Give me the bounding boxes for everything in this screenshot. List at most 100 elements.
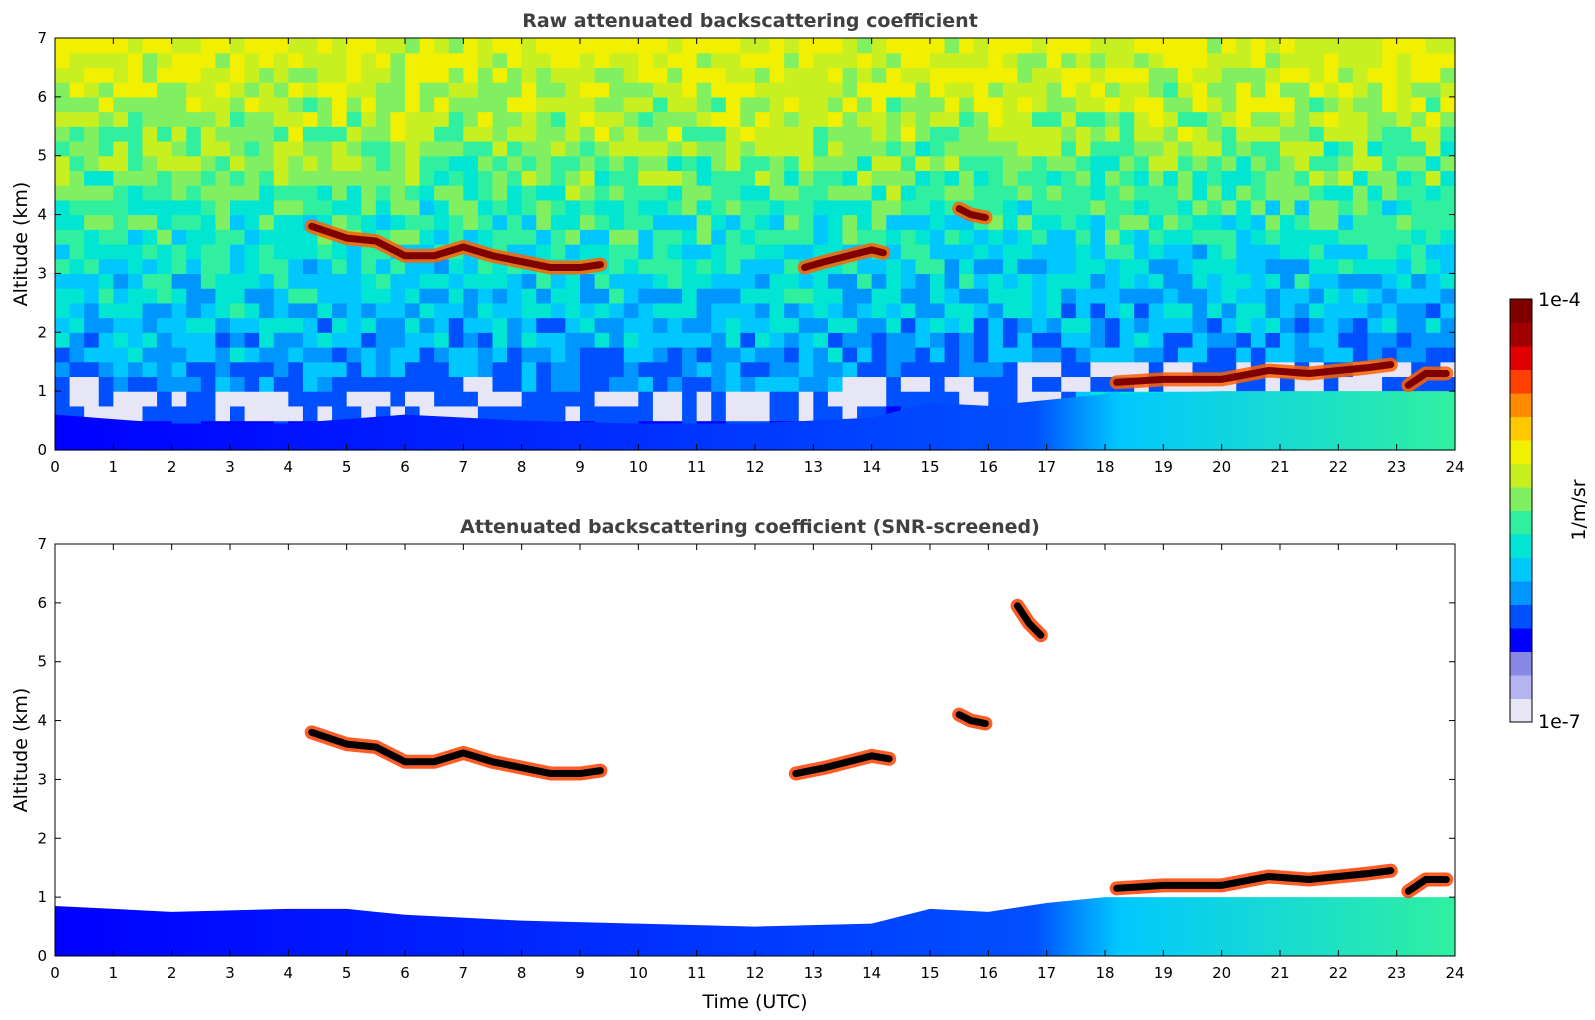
heatmap-cell (1134, 185, 1150, 201)
cloud-layer (955, 711, 989, 728)
heatmap-cell (959, 347, 975, 363)
heatmap-cell (594, 82, 610, 98)
heatmap-cell (667, 155, 683, 172)
heatmap-cell (667, 111, 683, 127)
x-tick-label: 1 (109, 964, 119, 982)
heatmap-cell (419, 52, 435, 69)
heatmap-cell (244, 288, 260, 304)
heatmap-cell (536, 170, 552, 186)
heatmap-cell (361, 82, 377, 98)
heatmap-cell (1396, 361, 1412, 378)
heatmap-cell (857, 141, 873, 157)
heatmap-cell (1163, 141, 1179, 157)
heatmap-cell (740, 126, 756, 142)
heatmap-cell (477, 67, 494, 83)
heatmap-cell (1425, 126, 1442, 142)
heatmap-cell (1090, 361, 1106, 378)
heatmap-cell (215, 185, 231, 201)
heatmap-cell (142, 273, 158, 289)
heatmap-cell (1250, 302, 1267, 319)
heatmap-cell (798, 273, 814, 289)
heatmap-cell (784, 258, 800, 275)
heatmap-cell (1002, 258, 1019, 275)
heatmap-cell (725, 317, 742, 333)
heatmap-cell (361, 302, 377, 319)
heatmap-cell (1323, 126, 1339, 142)
cloud-layer (308, 222, 604, 272)
heatmap-cell (492, 170, 508, 186)
heatmap-cell (1265, 332, 1281, 348)
heatmap-cell (988, 52, 1004, 69)
heatmap-cell (930, 155, 946, 172)
heatmap-cell (142, 82, 158, 98)
heatmap-cell (1032, 141, 1048, 157)
heatmap-cell (930, 214, 946, 230)
heatmap-cell (1294, 317, 1310, 333)
heatmap-cell (346, 96, 362, 113)
heatmap-cell (492, 273, 508, 289)
heatmap-cell (302, 170, 319, 186)
heatmap-cell (1032, 229, 1048, 245)
heatmap-cell (550, 111, 567, 127)
x-tick-label: 0 (50, 458, 60, 476)
heatmap-cell (375, 391, 392, 407)
heatmap-cell (959, 317, 975, 333)
heatmap-cell (230, 361, 246, 378)
heatmap-cell (448, 361, 464, 378)
heatmap-cell (1411, 38, 1427, 54)
heatmap-cell (1280, 52, 1296, 69)
heatmap-cell (405, 302, 421, 319)
heatmap-cell (725, 347, 742, 363)
heatmap-cell (988, 229, 1004, 245)
heatmap-cell (448, 126, 464, 142)
heatmap-cell (477, 317, 494, 333)
heatmap-cell (55, 38, 71, 54)
heatmap-cell (507, 96, 523, 113)
heatmap-cell (507, 170, 523, 186)
heatmap-cell (725, 214, 742, 230)
heatmap-cell (1367, 199, 1383, 216)
heatmap-cell (1396, 185, 1412, 201)
heatmap-cell (1090, 155, 1106, 172)
heatmap-cell (171, 376, 187, 392)
heatmap-cell (332, 376, 348, 392)
heatmap-cell (1119, 170, 1135, 186)
heatmap-cell (1440, 302, 1456, 319)
heatmap-cell (55, 96, 71, 113)
heatmap-cell (434, 199, 450, 216)
heatmap-cell (302, 111, 319, 127)
heatmap-cell (959, 38, 975, 54)
heatmap-cell (1207, 332, 1223, 348)
heatmap-cell (157, 111, 173, 127)
heatmap-cell (1075, 317, 1092, 333)
heatmap-cell (886, 376, 902, 392)
heatmap-cell (1046, 288, 1062, 304)
heatmap-cell (200, 214, 217, 230)
heatmap-cell (1163, 273, 1179, 289)
heatmap-cell (419, 273, 435, 289)
heatmap-cell (930, 332, 946, 348)
heatmap-cell (1236, 67, 1252, 83)
heatmap-cell (244, 258, 260, 275)
heatmap-cell (390, 214, 406, 230)
heatmap-cell (1236, 155, 1252, 172)
heatmap-cell (215, 347, 231, 363)
heatmap-cell (1134, 214, 1150, 230)
panel-title: Attenuated backscattering coefficient (S… (460, 516, 1040, 538)
heatmap-cell (1105, 273, 1121, 289)
heatmap-cell (419, 317, 435, 333)
heatmap-cell (740, 199, 756, 216)
heatmap-cell (157, 391, 173, 407)
heatmap-cell (55, 332, 71, 348)
heatmap-cell (1163, 302, 1179, 319)
heatmap-cell (930, 302, 946, 319)
heatmap-cell (1119, 82, 1135, 98)
heatmap-cell (565, 155, 581, 172)
heatmap-cell (1134, 258, 1150, 275)
heatmap-cell (492, 288, 508, 304)
heatmap-cell (346, 126, 362, 142)
heatmap-cell (521, 361, 537, 378)
heatmap-cell (317, 170, 333, 186)
heatmap-cell (1119, 244, 1135, 260)
heatmap-cell (1177, 111, 1194, 127)
